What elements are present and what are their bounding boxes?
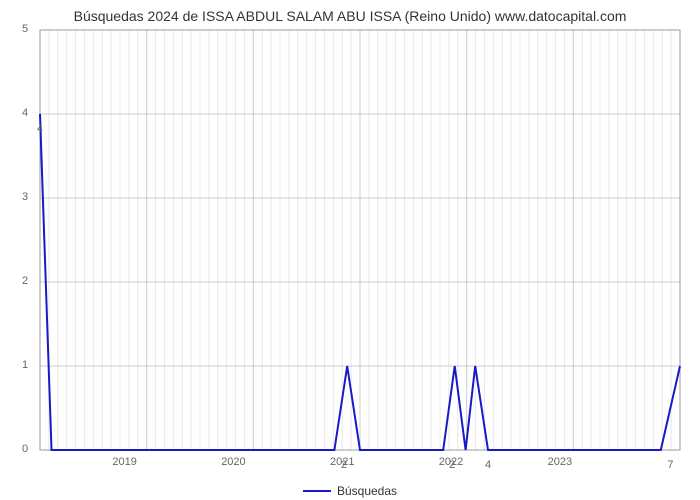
y-tick-label: 5	[22, 23, 28, 35]
x-tick-label: 2019	[112, 456, 136, 468]
x-tick-label: 2022	[439, 456, 463, 468]
y-tick-label: 0	[22, 443, 28, 455]
legend-line	[303, 490, 331, 492]
x-tick-label: 2023	[548, 456, 572, 468]
y-tick-label: 3	[22, 191, 28, 203]
legend-label: Búsquedas	[337, 484, 397, 498]
svg-text:4: 4	[485, 459, 491, 471]
chart-title: Búsquedas 2024 de ISSA ABDUL SALAM ABU I…	[0, 0, 700, 24]
x-tick-label: 2021	[330, 456, 354, 468]
plot-area: 42247	[40, 30, 680, 450]
chart-svg: 42247	[40, 30, 680, 450]
legend: Búsquedas	[303, 484, 397, 498]
svg-text:7: 7	[667, 459, 673, 471]
y-tick-label: 2	[22, 275, 28, 287]
y-tick-label: 4	[22, 107, 28, 119]
svg-text:4: 4	[37, 123, 43, 135]
x-tick-label: 2020	[221, 456, 245, 468]
chart-container: Búsquedas 2024 de ISSA ABDUL SALAM ABU I…	[0, 0, 700, 500]
y-tick-label: 1	[22, 359, 28, 371]
